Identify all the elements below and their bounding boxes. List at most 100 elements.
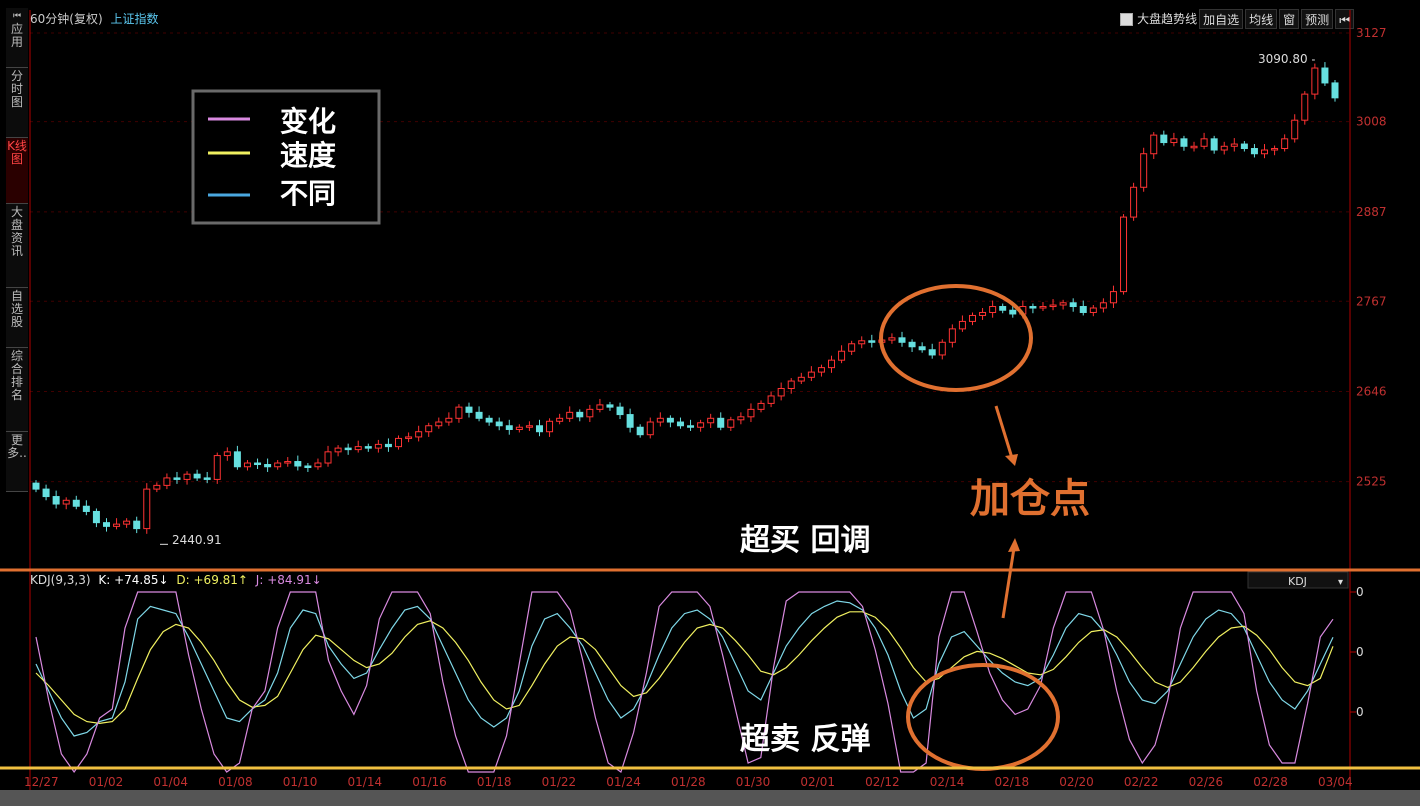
candle-body [838,350,846,361]
candle-body [1009,309,1017,315]
trend-checkbox[interactable] [1120,13,1134,26]
candle-body [1240,143,1248,150]
candle-body [1190,145,1198,149]
candle-body [606,404,614,408]
chevron-down-icon[interactable]: ▾ [1338,577,1343,588]
trend-checkbox-label[interactable]: 大盘趋势线 [1137,12,1198,26]
y-tick-label: 2767 [1356,294,1387,308]
y-tick-label: 2887 [1356,205,1387,219]
candle-body [113,523,121,527]
sidebar-collapse-icon[interactable]: ⏮ [12,11,22,21]
candle-body [314,462,322,468]
candle-body [163,477,171,486]
legend-label-speed: 速度 [280,139,336,172]
candle-body [102,522,110,527]
candle-body [717,417,725,428]
high-price-label: 3090.80 [1258,52,1308,66]
index-name: 上证指数 [110,12,159,26]
sidebar-item-label: 更多.. [7,433,27,460]
candle-body [747,408,755,418]
kdj-series-D [35,611,1334,725]
kdj-selector[interactable] [1247,571,1349,589]
bottom-strip [0,790,1420,806]
candle-body [727,419,735,428]
candle-body [505,425,513,430]
add-watch-button[interactable]: 加自选 [1199,9,1244,29]
candle-body [334,447,342,453]
kdj-tick-label: 0 [1356,645,1364,659]
candle-body [203,477,211,480]
y-tick-label: 3127 [1356,26,1387,40]
candle-body [898,337,906,343]
candle-body [32,482,40,490]
candle-body [1180,138,1188,147]
kdj-selector-label[interactable]: KDJ [1288,575,1307,588]
sidebar-item-watchlist[interactable]: 自选股 [6,288,28,348]
candle-body [52,496,60,505]
candle-body [616,406,624,416]
candle-body [828,359,836,369]
candle-body [757,402,765,410]
forecast-button[interactable]: 预测 [1301,9,1334,29]
candle-body [1230,143,1238,147]
candle-body [395,437,403,448]
candle-body [1039,306,1047,309]
sidebar-item-ranking[interactable]: 综合排名 [6,348,28,432]
x-tick-label: 01/02 [89,775,124,789]
x-tick-label: 02/28 [1253,775,1288,789]
collapse-right-icon[interactable]: ⏮ [1335,9,1354,29]
candle-body [1281,138,1289,150]
x-tick-label: 01/28 [671,775,706,789]
candle-body [485,417,493,423]
candle-body [1170,138,1178,144]
candle-body [415,431,423,438]
x-tick-label: 02/01 [800,775,835,789]
candle-body [264,464,272,468]
candle-body [1301,93,1309,121]
candle-body [687,425,695,428]
x-tick-label: 01/22 [542,775,577,789]
x-tick-label: 01/04 [153,775,188,789]
arrow-up-head [1008,538,1020,552]
candle-body [1291,119,1299,140]
x-tick-label: 01/18 [477,775,512,789]
candle-body [525,425,533,428]
window-button[interactable]: 窗 [1279,9,1300,29]
candle-body [72,499,80,507]
period-label[interactable]: 60分钟(复权) [30,12,103,26]
candle-body [1120,216,1128,293]
sidebar-item-label: 应用 [10,22,23,49]
candle-body [1220,145,1228,151]
candle-body [374,443,382,449]
kdj-tick-label: 0 [1356,705,1364,719]
candle-body [193,473,201,479]
x-tick-label: 01/10 [283,775,318,789]
x-tick-label: 02/22 [1124,775,1159,789]
kdj-header: KDJ(9,3,3) K: +74.85↓ D: +69.81↑ J: +84.… [30,573,322,587]
candle-body [62,499,70,505]
sidebar-item-timeshare[interactable]: 分时图 [6,68,28,138]
candle-body [1311,67,1319,95]
candle-body [133,520,141,530]
candle-body [958,320,966,330]
sidebar-item-more[interactable]: 更多.. [6,432,28,492]
candle-body [213,455,221,480]
sidebar-item-label: 综合排名 [10,349,23,402]
sidebar-item-apps[interactable]: ⏮ 应用 [6,8,28,68]
arrow-down-line [994,405,1014,459]
ma-button[interactable]: 均线 [1245,9,1278,29]
candle-body [817,367,825,373]
candle-body [948,328,956,343]
candle-body [586,408,594,418]
candle-body [1049,304,1057,308]
sidebar-item-kline[interactable]: K线图 [6,138,28,204]
candle-body [354,446,362,451]
candle-body [1099,302,1107,309]
candle-body [858,340,866,345]
sidebar-item-label: 自选股 [10,289,23,329]
candle-body [1069,302,1077,308]
sidebar-item-market-news[interactable]: 大盘资讯 [6,204,28,288]
kdj-k-value: K: +74.85↓ [98,573,168,587]
y-tick-label: 2525 [1356,475,1387,489]
